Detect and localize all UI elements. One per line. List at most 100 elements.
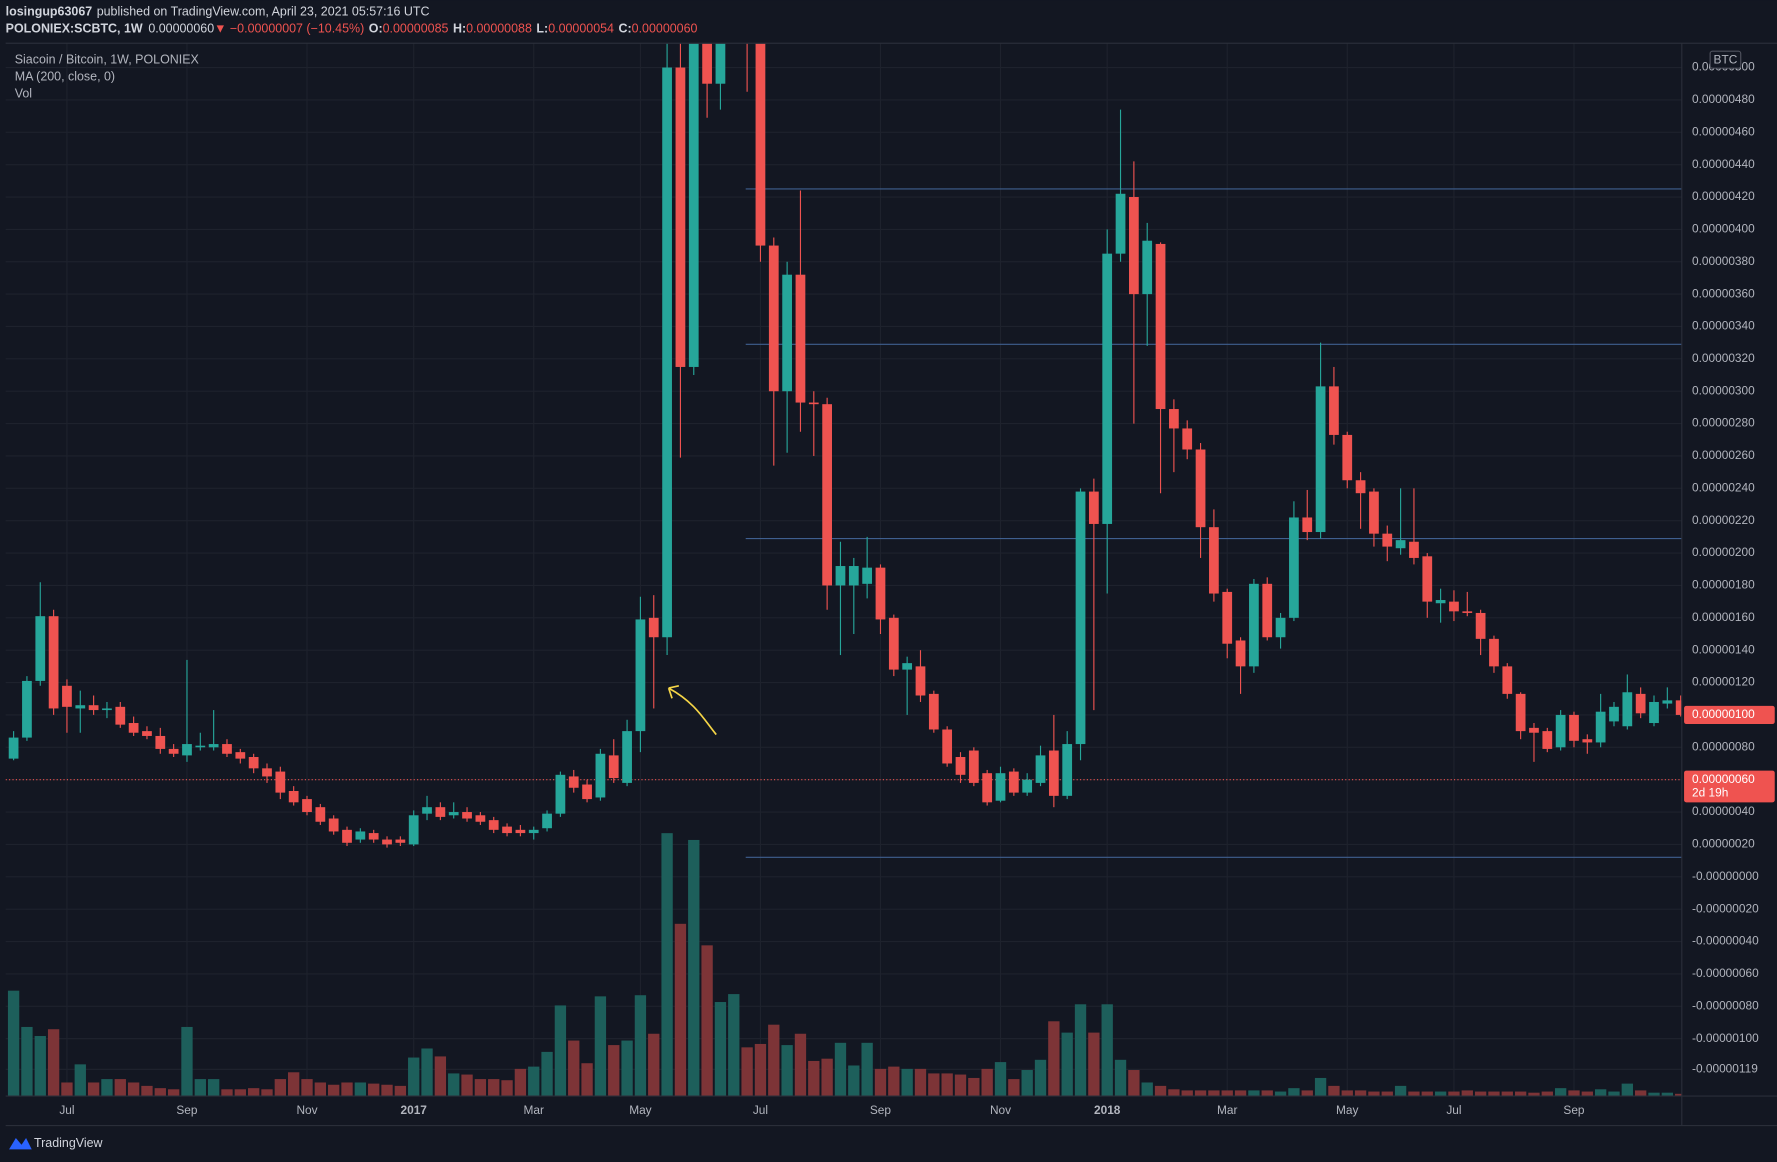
- y-tick-label: 0.00000160: [1692, 610, 1755, 624]
- candle-body: [422, 807, 432, 814]
- candle-body: [982, 773, 993, 803]
- y-tick-label: -0.00000020: [1692, 901, 1759, 915]
- volume-bar: [1448, 1091, 1460, 1097]
- volume-bar: [848, 1065, 860, 1097]
- volume-bar: [621, 1040, 633, 1097]
- candle-body: [1035, 755, 1046, 783]
- volume-bar: [1114, 1059, 1127, 1097]
- volume-bar: [1581, 1091, 1593, 1097]
- volume-bar: [1008, 1079, 1020, 1097]
- candle-body: [1062, 744, 1073, 796]
- candle-body: [8, 737, 19, 759]
- volume-bar: [1314, 1077, 1327, 1097]
- candle-body: [1409, 541, 1419, 558]
- volume-bar: [474, 1079, 487, 1097]
- candle-body: [995, 773, 1006, 801]
- y-tick-label: 0.00000220: [1692, 513, 1755, 527]
- candle-body: [195, 745, 206, 748]
- volume-bar: [1648, 1092, 1660, 1097]
- volume-bar: [301, 1079, 313, 1097]
- volume-bar: [1128, 1070, 1140, 1097]
- candle-body: [1609, 706, 1619, 722]
- y-tick-label: -0.00000080: [1692, 998, 1759, 1012]
- volume-bar: [714, 1002, 727, 1097]
- volume-bar: [888, 1066, 900, 1097]
- footer-logo: TradingView: [34, 1136, 104, 1150]
- volume-bar: [47, 1029, 60, 1097]
- y-tick-label: 0.00000420: [1692, 189, 1755, 203]
- candle-body: [1048, 750, 1059, 796]
- volume-bar: [1208, 1090, 1220, 1097]
- x-tick-label: May: [629, 1103, 651, 1117]
- y-tick-label: 0.00000080: [1692, 739, 1755, 753]
- candle-body: [835, 566, 846, 586]
- volume-bar: [1034, 1059, 1047, 1097]
- candle-body: [142, 731, 152, 736]
- candle-body: [155, 735, 166, 749]
- ohlc-value: 0.00000054: [548, 22, 614, 36]
- candle-body: [1209, 527, 1219, 594]
- candle-body: [1675, 700, 1682, 715]
- volume-bar: [661, 833, 673, 1097]
- candle-body: [1542, 731, 1553, 749]
- volume-bar: [1501, 1091, 1513, 1097]
- volume-bar: [501, 1080, 513, 1097]
- candle-body: [822, 404, 833, 586]
- x-tick-label: Sep: [870, 1103, 892, 1117]
- candle-body: [115, 706, 126, 725]
- volume-bar: [1048, 1021, 1060, 1097]
- volume-bar: [127, 1082, 140, 1097]
- x-tick-label: Sep: [176, 1103, 198, 1117]
- volume-bar: [1221, 1090, 1233, 1097]
- candle-body: [1369, 491, 1379, 534]
- candle-body: [1622, 692, 1633, 727]
- candle-body: [275, 771, 286, 793]
- candle-body: [1475, 612, 1486, 639]
- candle-body: [1449, 601, 1459, 612]
- candle-body: [1635, 693, 1646, 714]
- candle-body: [902, 663, 913, 670]
- candle-body: [382, 839, 392, 845]
- volume-bar: [1288, 1088, 1300, 1097]
- candle-body: [435, 807, 446, 817]
- candle-body: [662, 67, 672, 638]
- candle-body: [755, 43, 766, 246]
- candle-body: [1462, 611, 1473, 613]
- candle-body: [582, 784, 592, 800]
- candle-body: [1102, 253, 1113, 524]
- candle-body: [88, 705, 99, 711]
- candle-body: [22, 680, 32, 738]
- price-label: 0.00000060: [1692, 772, 1755, 786]
- volume-bar: [328, 1084, 340, 1097]
- grid: [5, 43, 1682, 1097]
- y-tick-label: 0.00000440: [1692, 157, 1755, 171]
- volume-bar: [1514, 1091, 1527, 1097]
- volume-bar: [1274, 1091, 1287, 1097]
- candle-body: [862, 567, 873, 584]
- volume-bar: [207, 1079, 220, 1097]
- candle-body: [1649, 701, 1659, 724]
- candle-body: [622, 731, 632, 783]
- volume-bar: [1541, 1091, 1553, 1097]
- candle-body: [808, 402, 819, 405]
- volume-bar: [1301, 1090, 1313, 1097]
- volume-bar: [247, 1088, 260, 1097]
- ohlc-key: H:: [453, 22, 466, 36]
- x-tick-label: Mar: [523, 1103, 543, 1117]
- x-tick-label: Sep: [1563, 1103, 1585, 1117]
- y-tick-label: 0.00000040: [1692, 804, 1755, 818]
- volume-bar: [954, 1074, 967, 1097]
- candle-body: [1022, 779, 1033, 793]
- x-tick-label: 2018: [1094, 1103, 1121, 1117]
- volume-bar: [688, 839, 700, 1097]
- candle-body: [235, 752, 246, 759]
- volume-bar: [554, 1005, 567, 1097]
- candle-body: [648, 617, 659, 638]
- volume-bar: [488, 1079, 500, 1097]
- volume-bar: [1594, 1089, 1607, 1097]
- volume-bar: [34, 1036, 46, 1097]
- candle-body: [182, 744, 192, 756]
- volume-bar: [1528, 1092, 1540, 1097]
